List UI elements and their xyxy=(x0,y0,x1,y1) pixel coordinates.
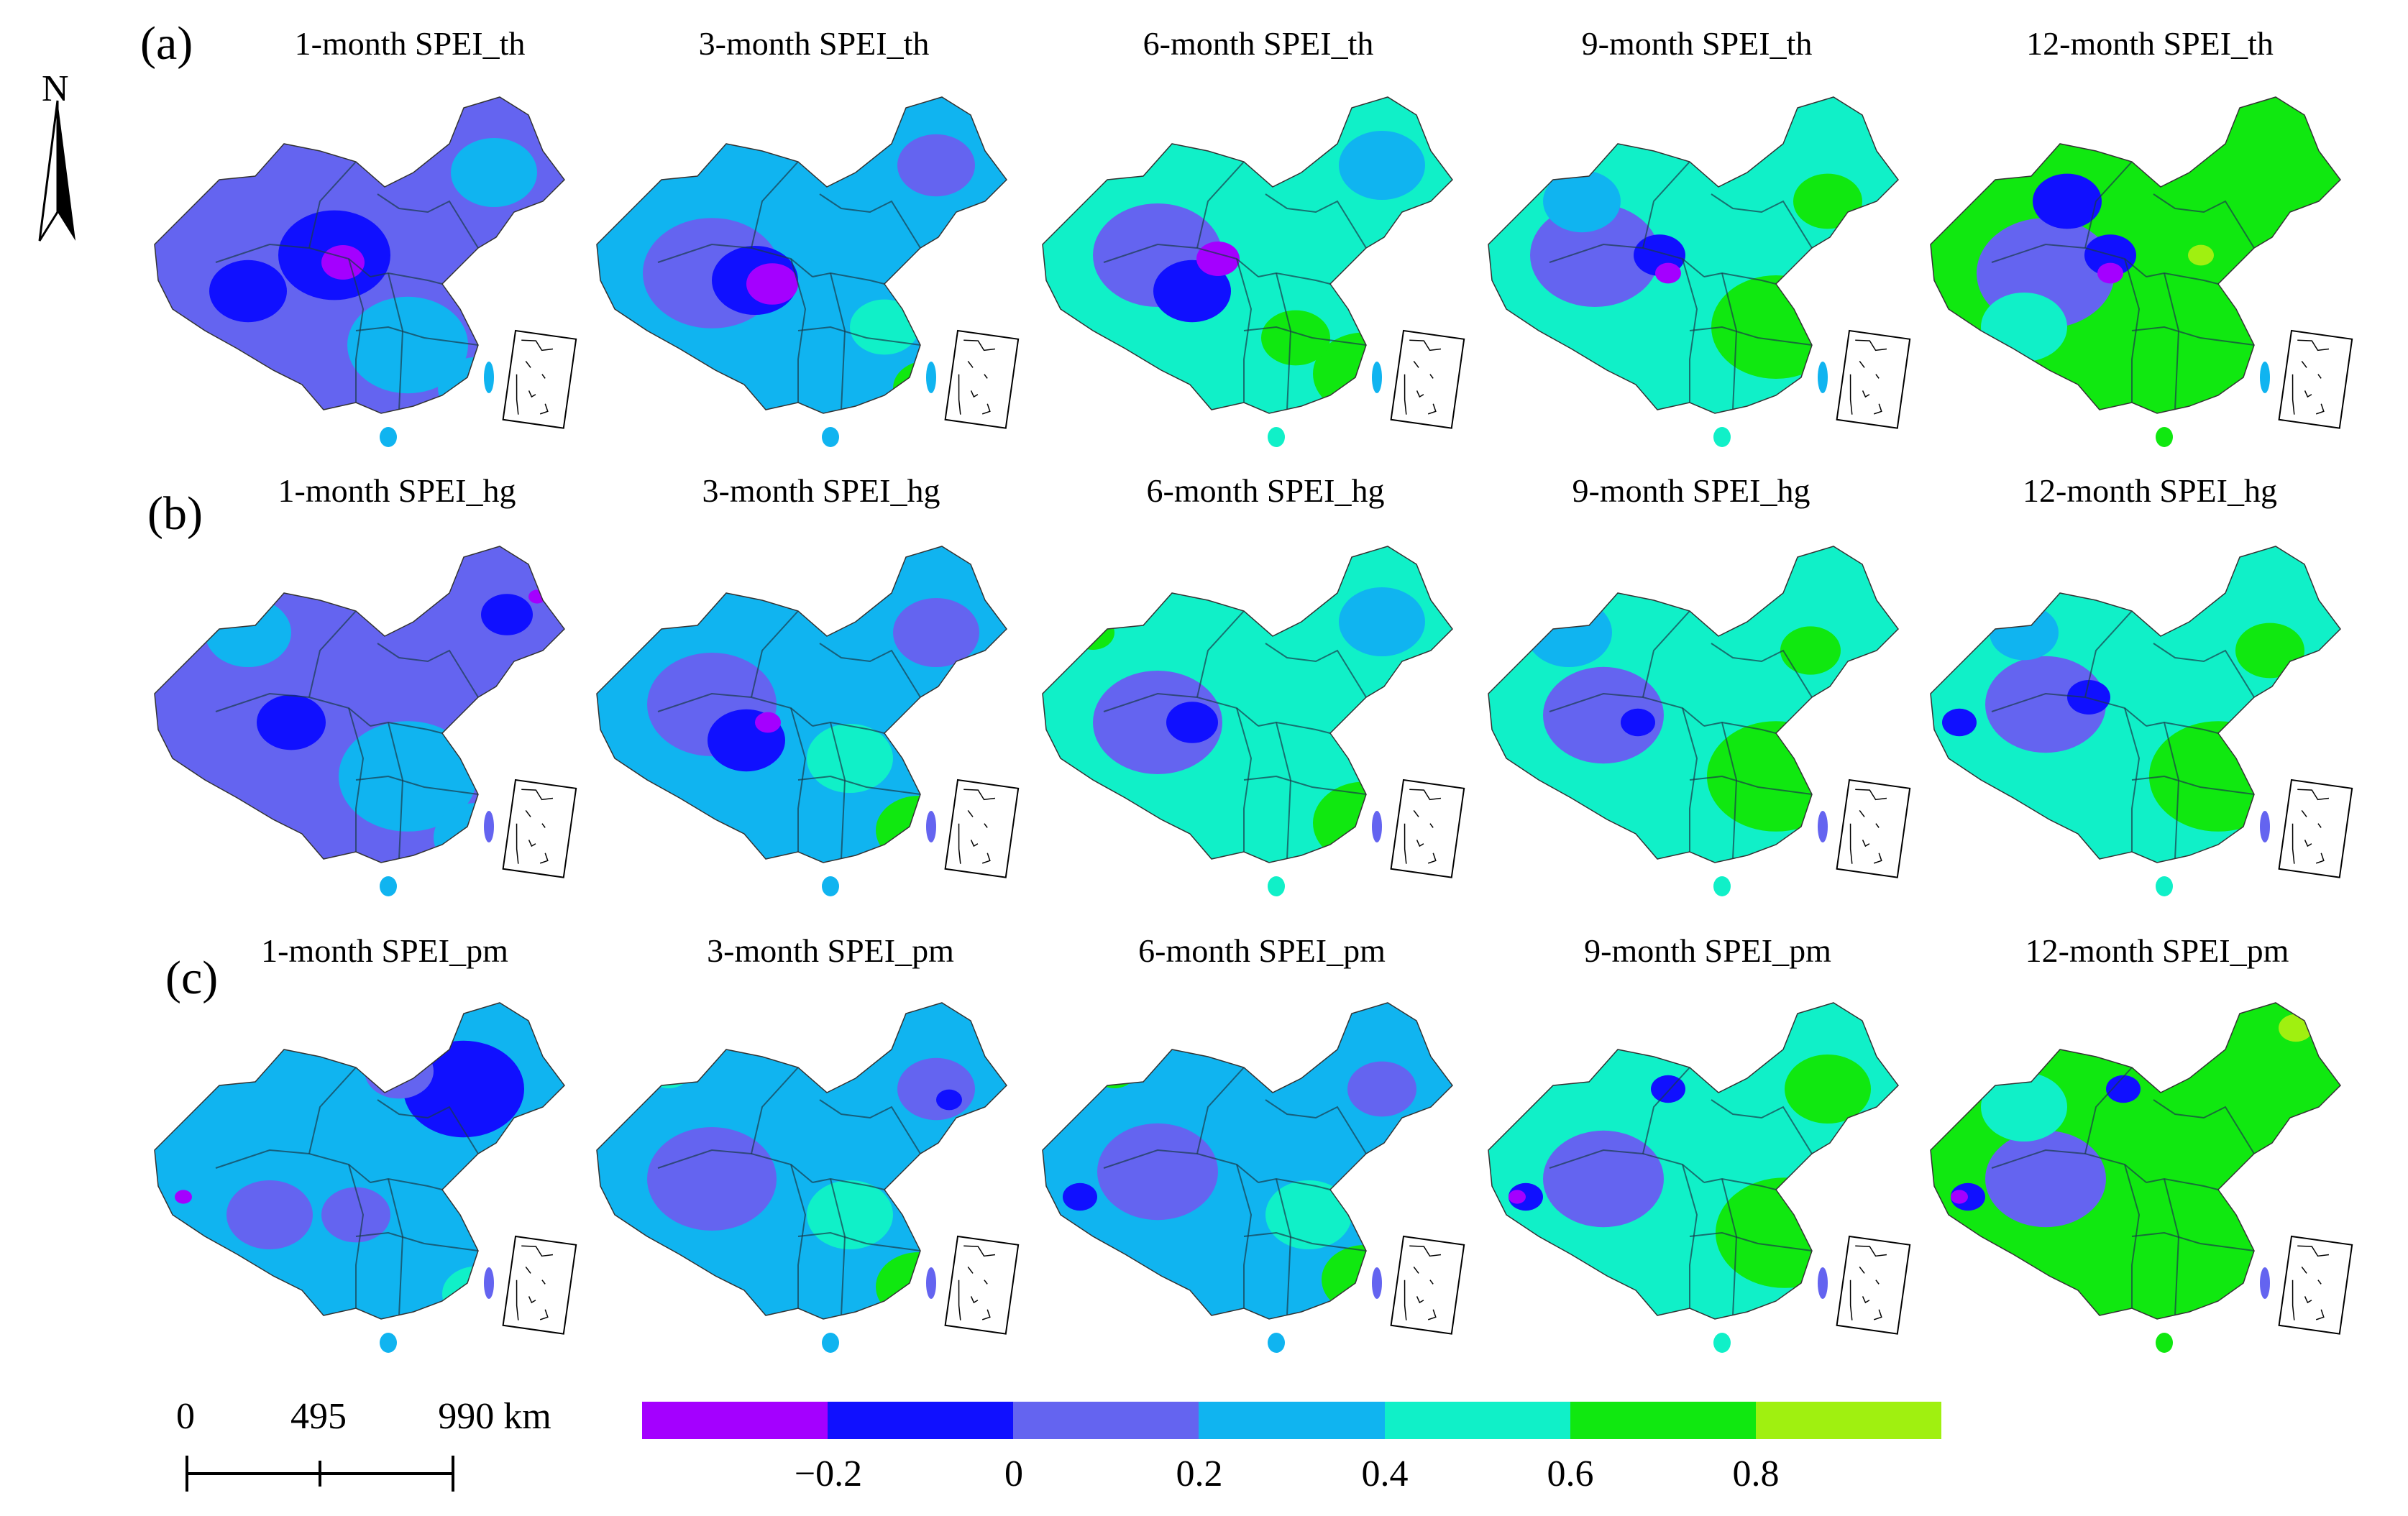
spei-map-r1-c4 xyxy=(1488,96,1911,447)
spei-map-r2-c4 xyxy=(1488,546,1911,896)
panel-title-9m-th: 9-month SPEI_th xyxy=(1581,25,1813,62)
panel-title-12m-th: 12-month SPEI_th xyxy=(2026,25,2274,62)
panel-title-3m-th: 3-month SPEI_th xyxy=(698,25,930,62)
spei-map-r3-c1 xyxy=(154,1002,577,1353)
scale-label-495: 495 xyxy=(290,1396,347,1437)
spei-map-r1-c3 xyxy=(1042,96,1465,447)
spei-map-r1-c5 xyxy=(1930,96,2353,447)
row-label-b: (b) xyxy=(147,487,203,540)
scale-label-990: 990 km xyxy=(438,1396,551,1437)
legend-swatch-1 xyxy=(642,1402,828,1439)
north-arrow-icon xyxy=(38,100,75,242)
legend-swatch-2 xyxy=(828,1402,1014,1439)
panel-title-6m-hg: 6-month SPEI_hg xyxy=(1146,472,1385,509)
panel-title-1m-th: 1-month SPEI_th xyxy=(294,25,526,62)
legend-tick-4: 0.4 xyxy=(1361,1453,1409,1494)
panel-title-12m-hg: 12-month SPEI_hg xyxy=(2023,472,2277,509)
legend-swatch-3 xyxy=(1013,1402,1199,1439)
panel-title-3m-pm: 3-month SPEI_pm xyxy=(707,932,954,969)
spei-map-r3-c4 xyxy=(1488,1002,1911,1353)
spei-map-r1-c2 xyxy=(596,96,1020,447)
legend-tick-3: 0.2 xyxy=(1176,1453,1223,1494)
spei-map-r2-c5 xyxy=(1930,546,2353,896)
north-letter: N xyxy=(42,68,69,109)
spei-map-r2-c1 xyxy=(154,546,577,896)
panel-title-12m-pm: 12-month SPEI_pm xyxy=(2025,932,2289,969)
spei-map-r2-c2 xyxy=(596,546,1020,896)
panel-title-9m-pm: 9-month SPEI_pm xyxy=(1584,932,1831,969)
legend-tick-2: 0 xyxy=(1004,1453,1023,1494)
panel-title-1m-hg: 1-month SPEI_hg xyxy=(278,472,516,509)
spei-map-r3-c5 xyxy=(1930,1002,2353,1353)
row-label-c: (c) xyxy=(165,952,219,1004)
scale-label-0: 0 xyxy=(176,1396,195,1437)
panel-title-6m-pm: 6-month SPEI_pm xyxy=(1138,932,1386,969)
panel-title-9m-hg: 9-month SPEI_hg xyxy=(1572,472,1810,509)
legend-swatch-4 xyxy=(1199,1402,1385,1439)
legend-tick-6: 0.8 xyxy=(1732,1453,1780,1494)
legend-swatch-7 xyxy=(1755,1402,1941,1439)
legend-tick-1: −0.2 xyxy=(794,1453,863,1494)
scale-bar xyxy=(186,1456,454,1492)
panel-title-3m-hg: 3-month SPEI_hg xyxy=(702,472,940,509)
spei-map-r2-c3 xyxy=(1042,546,1465,896)
row-label-a: (a) xyxy=(140,17,193,70)
panel-title-6m-th: 6-month SPEI_th xyxy=(1143,25,1374,62)
legend-swatch-6 xyxy=(1570,1402,1756,1439)
spei-map-r1-c1 xyxy=(154,96,577,447)
spei-map-r3-c3 xyxy=(1042,1002,1465,1353)
color-legend xyxy=(642,1402,1941,1439)
spei-map-r3-c2 xyxy=(596,1002,1020,1353)
panel-title-1m-pm: 1-month SPEI_pm xyxy=(261,932,508,969)
legend-tick-5: 0.6 xyxy=(1547,1453,1594,1494)
legend-swatch-5 xyxy=(1384,1402,1570,1439)
